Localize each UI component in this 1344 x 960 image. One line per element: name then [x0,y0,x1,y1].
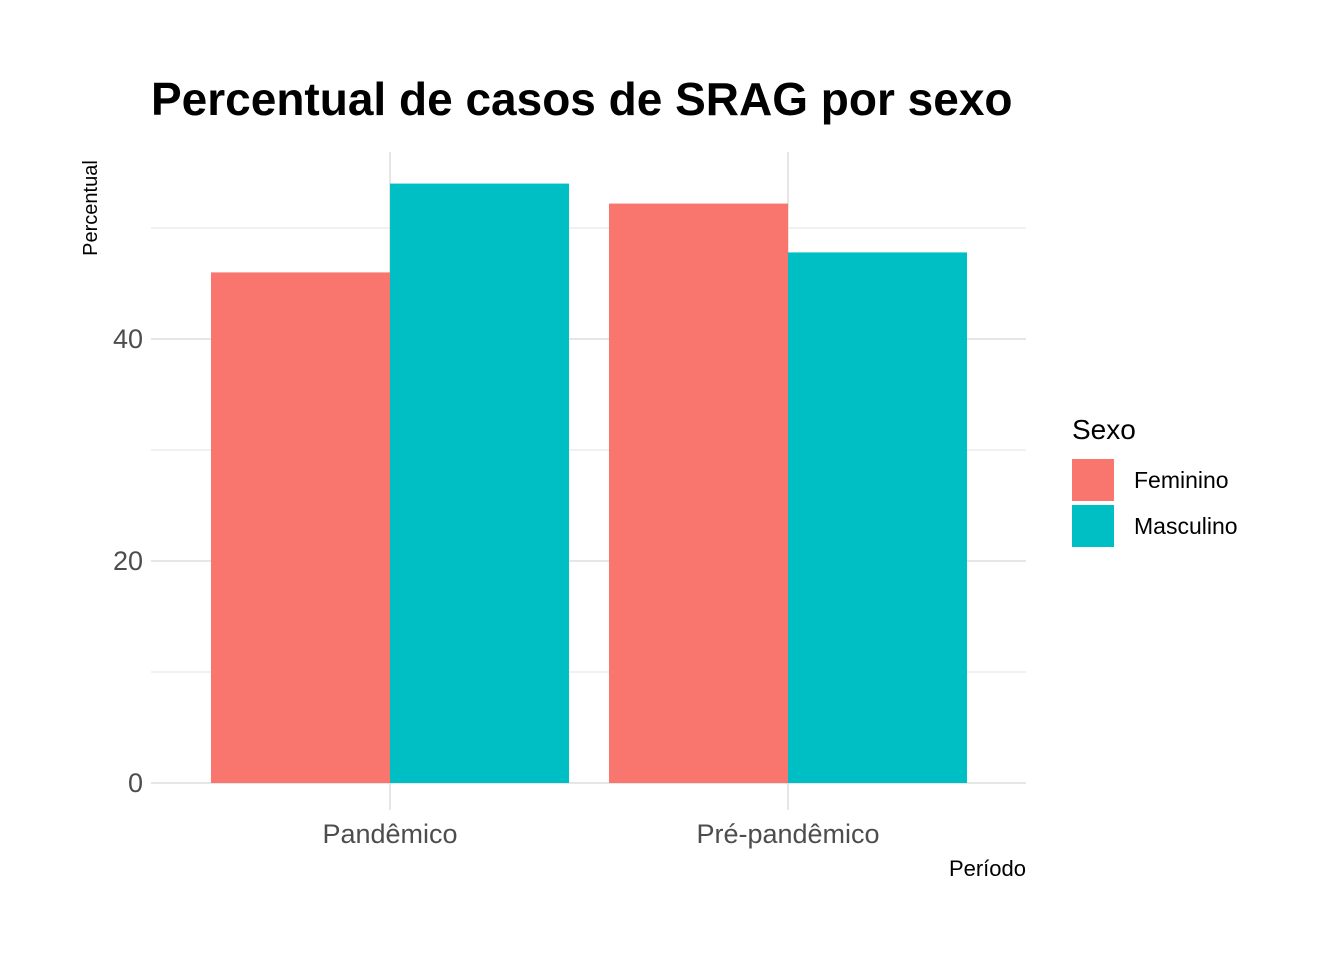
y-tick-label: 20 [113,546,143,576]
legend-label-feminino: Feminino [1134,466,1229,493]
legend-label-masculino: Masculino [1134,512,1238,539]
bars [211,183,967,784]
x-axis-title: Período [949,856,1026,881]
y-tick-labels: 0 20 40 [113,324,143,798]
y-tick-label: 40 [113,324,143,354]
bar-masculino-0 [390,183,569,784]
bar-feminino-1 [609,203,788,783]
y-tick-label: 0 [128,768,143,798]
legend-item-masculino: Masculino [1072,503,1238,549]
legend: Sexo Feminino Masculino [1072,412,1238,549]
legend-item-feminino: Feminino [1072,457,1238,503]
legend-swatch-feminino [1072,459,1114,501]
bar-masculino-1 [788,252,967,784]
x-tick-label: Pré-pandêmico [696,819,879,849]
legend-swatch-masculino [1072,505,1114,547]
x-tick-label: Pandêmico [322,819,457,849]
legend-title: Sexo [1072,414,1136,445]
chart-title: Percentual de casos de SRAG por sexo [151,73,1013,125]
x-tick-labels: Pandêmico Pré-pandêmico [322,819,879,849]
bar-feminino-0 [211,272,390,783]
y-axis-title: Percentual [80,160,102,256]
